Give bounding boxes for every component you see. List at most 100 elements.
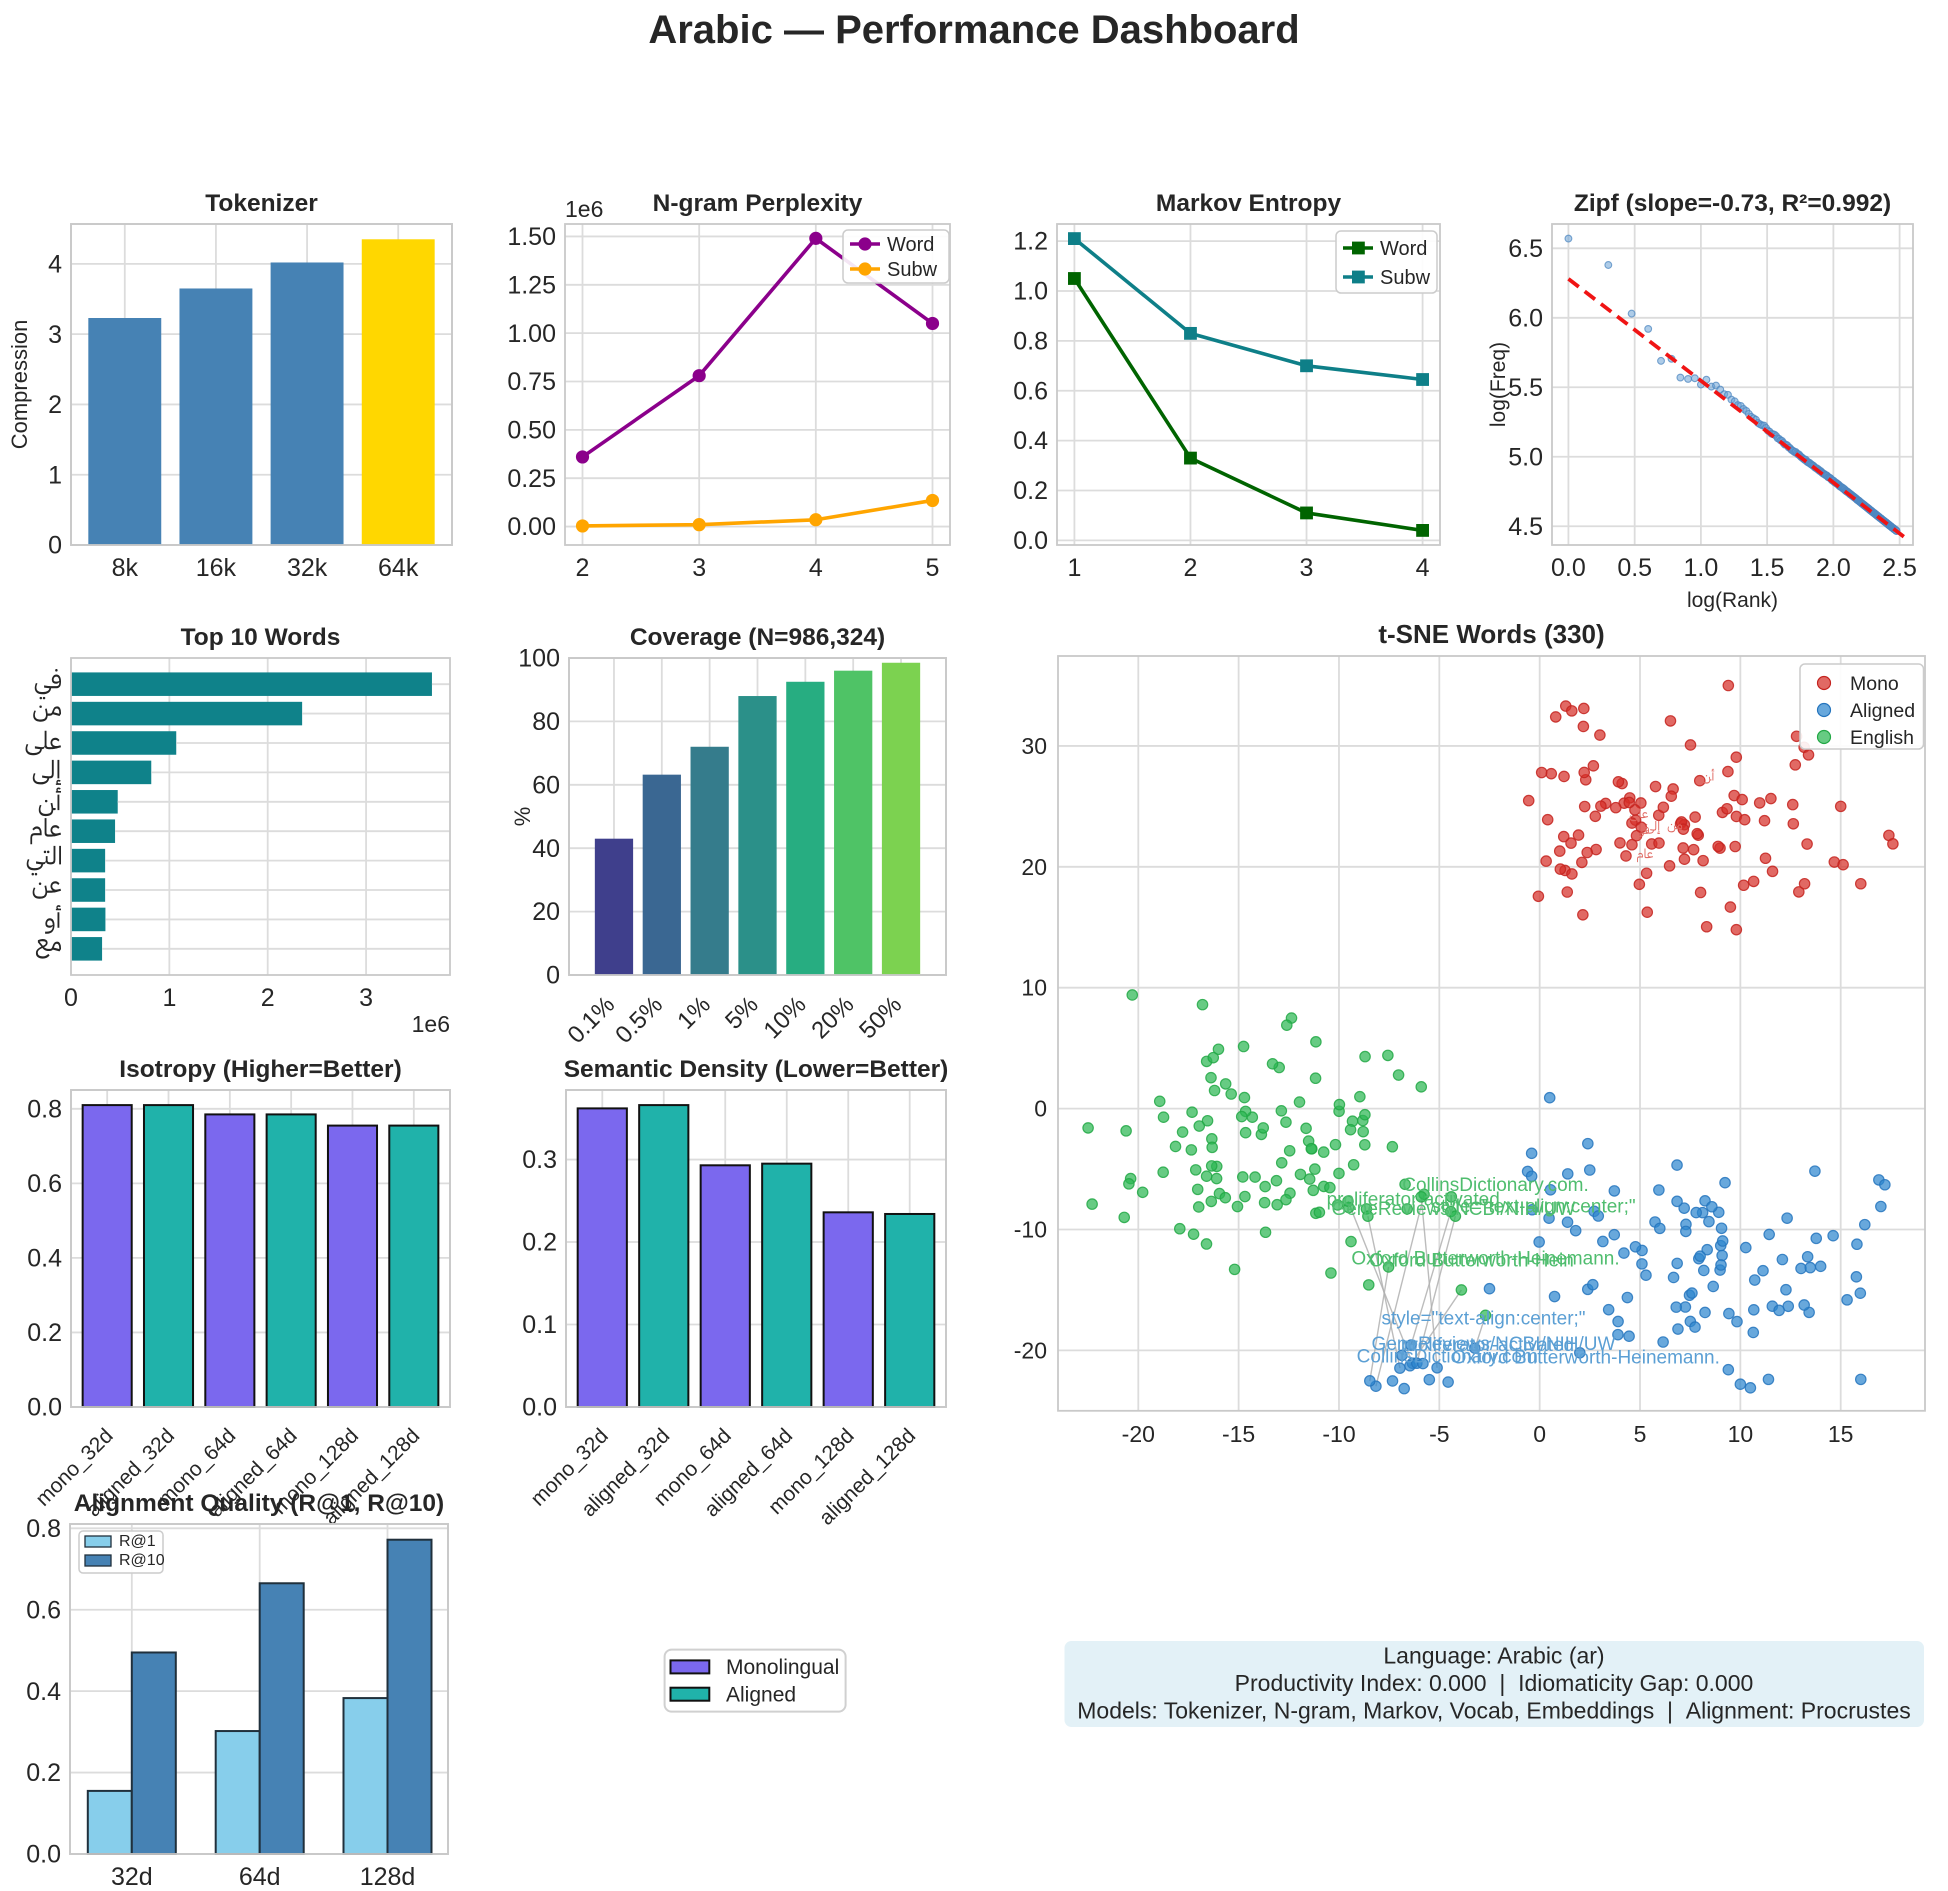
svg-text:0: 0 <box>48 532 62 560</box>
svg-text:0.00: 0.00 <box>507 513 556 541</box>
svg-text:0.8: 0.8 <box>1013 328 1048 356</box>
svg-text:0: 0 <box>546 962 560 990</box>
svg-text:0.6: 0.6 <box>26 1596 61 1624</box>
svg-text:10: 10 <box>1728 1421 1754 1447</box>
svg-text:0: 0 <box>64 984 78 1012</box>
svg-text:Top 10 Words: Top 10 Words <box>181 624 341 651</box>
svg-text:%: % <box>510 807 535 827</box>
svg-text:3: 3 <box>692 554 706 582</box>
svg-text:style="text-align:center;": style="text-align:center;" <box>1432 1197 1636 1218</box>
svg-text:Alignment Quality (R@1, R@10): Alignment Quality (R@1, R@10) <box>74 1490 444 1517</box>
svg-text:64k: 64k <box>378 554 419 582</box>
svg-text:1e6: 1e6 <box>565 196 603 222</box>
svg-text:2: 2 <box>576 554 590 582</box>
svg-text:Semantic Density (Lower=Better: Semantic Density (Lower=Better) <box>564 1056 949 1083</box>
svg-text:0.25: 0.25 <box>507 465 556 493</box>
svg-text:0.4: 0.4 <box>26 1678 61 1706</box>
svg-text:1.50: 1.50 <box>507 223 556 251</box>
svg-text:3: 3 <box>48 321 62 349</box>
svg-text:1.2: 1.2 <box>1013 228 1048 256</box>
svg-text:4: 4 <box>809 554 823 582</box>
svg-text:R@10: R@10 <box>119 1552 165 1569</box>
svg-text:Coverage (N=986,324): Coverage (N=986,324) <box>630 624 885 651</box>
svg-text:0.8: 0.8 <box>27 1095 62 1123</box>
svg-text:20: 20 <box>532 898 560 926</box>
svg-text:3: 3 <box>359 984 373 1012</box>
svg-text:3: 3 <box>1300 554 1314 582</box>
svg-text:2.0: 2.0 <box>1816 554 1851 582</box>
svg-text:1.5: 1.5 <box>1750 554 1785 582</box>
svg-text:CollinsDictionary.com: CollinsDictionary.com <box>1357 1346 1538 1367</box>
svg-text:0.3: 0.3 <box>522 1146 557 1174</box>
svg-text:log(Freq): log(Freq) <box>1487 342 1510 427</box>
svg-text:-20: -20 <box>1122 1421 1155 1447</box>
svg-text:6.5: 6.5 <box>1508 235 1543 263</box>
svg-text:0: 0 <box>1034 1096 1047 1122</box>
svg-text:0.0: 0.0 <box>27 1394 62 1422</box>
svg-text:Oxford Butterworth-Heinemann.: Oxford Butterworth-Heinemann. <box>1351 1249 1619 1270</box>
svg-text:1.00: 1.00 <box>507 320 556 348</box>
svg-text:20: 20 <box>1021 854 1047 880</box>
svg-text:5.5: 5.5 <box>1508 374 1543 402</box>
svg-text:1: 1 <box>48 461 62 489</box>
svg-text:GeneReviews/NCBI/NIH/UW: GeneReviews/NCBI/NIH/UW <box>1331 1199 1575 1220</box>
svg-text:log(Rank): log(Rank) <box>1687 589 1778 612</box>
svg-text:proliferator-activated: proliferator-activated <box>1327 1189 1500 1210</box>
svg-text:32k: 32k <box>287 554 328 582</box>
svg-text:0.75: 0.75 <box>507 368 556 396</box>
svg-text:8k: 8k <box>112 554 139 582</box>
svg-text:100: 100 <box>518 645 560 673</box>
svg-text:4: 4 <box>48 251 62 279</box>
svg-text:Models: Tokenizer, N-gram, Mar: Models: Tokenizer, N-gram, Markov, Vocab… <box>1077 1698 1910 1724</box>
svg-text:English: English <box>1850 727 1914 749</box>
svg-text:Language: Arabic (ar): Language: Arabic (ar) <box>1383 1643 1604 1669</box>
svg-text:R@1: R@1 <box>119 1533 156 1550</box>
svg-text:40: 40 <box>532 835 560 863</box>
svg-text:Tokenizer: Tokenizer <box>205 190 318 217</box>
svg-text:1.0: 1.0 <box>1684 554 1719 582</box>
svg-text:0.5: 0.5 <box>1617 554 1652 582</box>
svg-text:15: 15 <box>1828 1421 1854 1447</box>
svg-text:5: 5 <box>1634 1421 1647 1447</box>
svg-text:proliferator-activated: proliferator-activated <box>1401 1335 1574 1356</box>
svg-text:-15: -15 <box>1222 1421 1255 1447</box>
svg-text:Mono: Mono <box>1850 673 1899 695</box>
svg-text:0.0: 0.0 <box>522 1394 557 1422</box>
svg-text:GeneReviews/NCBI/NIH/UW: GeneReviews/NCBI/NIH/UW <box>1372 1334 1616 1355</box>
svg-text:10: 10 <box>1021 975 1047 1001</box>
svg-text:t-SNE Words (330): t-SNE Words (330) <box>1378 619 1604 649</box>
svg-text:0.0: 0.0 <box>1013 527 1048 555</box>
svg-text:80: 80 <box>532 708 560 736</box>
svg-text:N-gram Perplexity: N-gram Perplexity <box>653 190 863 217</box>
svg-text:1: 1 <box>1067 554 1081 582</box>
svg-text:Aligned: Aligned <box>726 1684 796 1707</box>
svg-text:Markov Entropy: Markov Entropy <box>1156 190 1342 217</box>
svg-text:1: 1 <box>162 984 176 1012</box>
svg-text:5: 5 <box>926 554 940 582</box>
svg-text:64d: 64d <box>239 1863 281 1886</box>
svg-text:32d: 32d <box>111 1863 153 1886</box>
svg-text:60: 60 <box>532 771 560 799</box>
svg-text:0.2: 0.2 <box>27 1319 62 1347</box>
svg-text:0.4: 0.4 <box>27 1245 62 1273</box>
svg-text:Monolingual: Monolingual <box>726 1656 839 1679</box>
svg-text:Isotropy (Higher=Better): Isotropy (Higher=Better) <box>119 1056 401 1083</box>
svg-text:4.5: 4.5 <box>1508 513 1543 541</box>
svg-text:0.2: 0.2 <box>1013 477 1048 505</box>
svg-text:4: 4 <box>1416 554 1430 582</box>
svg-text:style="text-align:center;": style="text-align:center;" <box>1381 1308 1585 1329</box>
svg-text:0: 0 <box>1533 1421 1546 1447</box>
svg-text:0.6: 0.6 <box>1013 377 1048 405</box>
svg-text:2.5: 2.5 <box>1882 554 1917 582</box>
svg-text:2: 2 <box>1184 554 1198 582</box>
svg-text:6.0: 6.0 <box>1508 304 1543 332</box>
svg-text:Word: Word <box>887 234 934 256</box>
svg-text:0.50: 0.50 <box>507 417 556 445</box>
svg-text:-10: -10 <box>1014 1216 1047 1242</box>
svg-text:Compression: Compression <box>7 320 32 450</box>
svg-text:1e6: 1e6 <box>412 1011 450 1037</box>
svg-text:Arabic — Performance Dashboard: Arabic — Performance Dashboard <box>648 8 1299 52</box>
svg-text:-5: -5 <box>1429 1421 1449 1447</box>
svg-text:Subw: Subw <box>887 259 938 281</box>
svg-text:0.0: 0.0 <box>26 1841 61 1869</box>
